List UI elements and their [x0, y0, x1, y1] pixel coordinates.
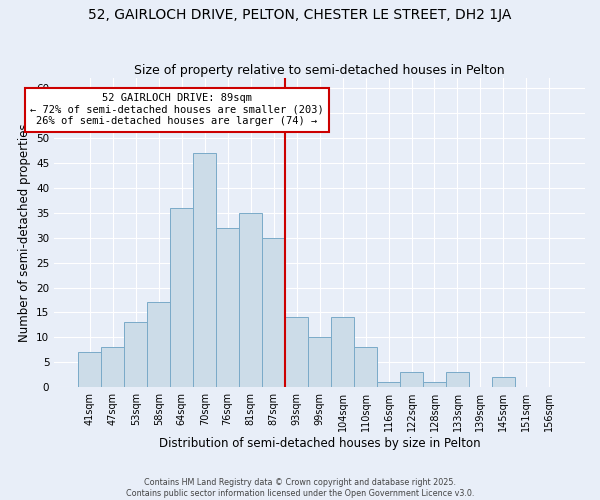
X-axis label: Distribution of semi-detached houses by size in Pelton: Distribution of semi-detached houses by … — [159, 437, 481, 450]
Bar — [124, 322, 147, 387]
Bar — [423, 382, 446, 387]
Bar — [79, 352, 101, 387]
Bar — [308, 338, 331, 387]
Bar — [400, 372, 423, 387]
Bar — [239, 212, 262, 387]
Text: Contains HM Land Registry data © Crown copyright and database right 2025.
Contai: Contains HM Land Registry data © Crown c… — [126, 478, 474, 498]
Bar — [101, 348, 124, 387]
Bar — [170, 208, 193, 387]
Bar — [193, 153, 216, 387]
Text: 52 GAIRLOCH DRIVE: 89sqm
← 72% of semi-detached houses are smaller (203)
26% of : 52 GAIRLOCH DRIVE: 89sqm ← 72% of semi-d… — [30, 93, 324, 126]
Bar — [354, 348, 377, 387]
Y-axis label: Number of semi-detached properties: Number of semi-detached properties — [17, 124, 31, 342]
Bar — [331, 318, 354, 387]
Bar — [446, 372, 469, 387]
Bar — [147, 302, 170, 387]
Bar — [377, 382, 400, 387]
Text: 52, GAIRLOCH DRIVE, PELTON, CHESTER LE STREET, DH2 1JA: 52, GAIRLOCH DRIVE, PELTON, CHESTER LE S… — [88, 8, 512, 22]
Bar — [216, 228, 239, 387]
Bar — [492, 377, 515, 387]
Bar — [262, 238, 285, 387]
Bar — [285, 318, 308, 387]
Title: Size of property relative to semi-detached houses in Pelton: Size of property relative to semi-detach… — [134, 64, 505, 77]
